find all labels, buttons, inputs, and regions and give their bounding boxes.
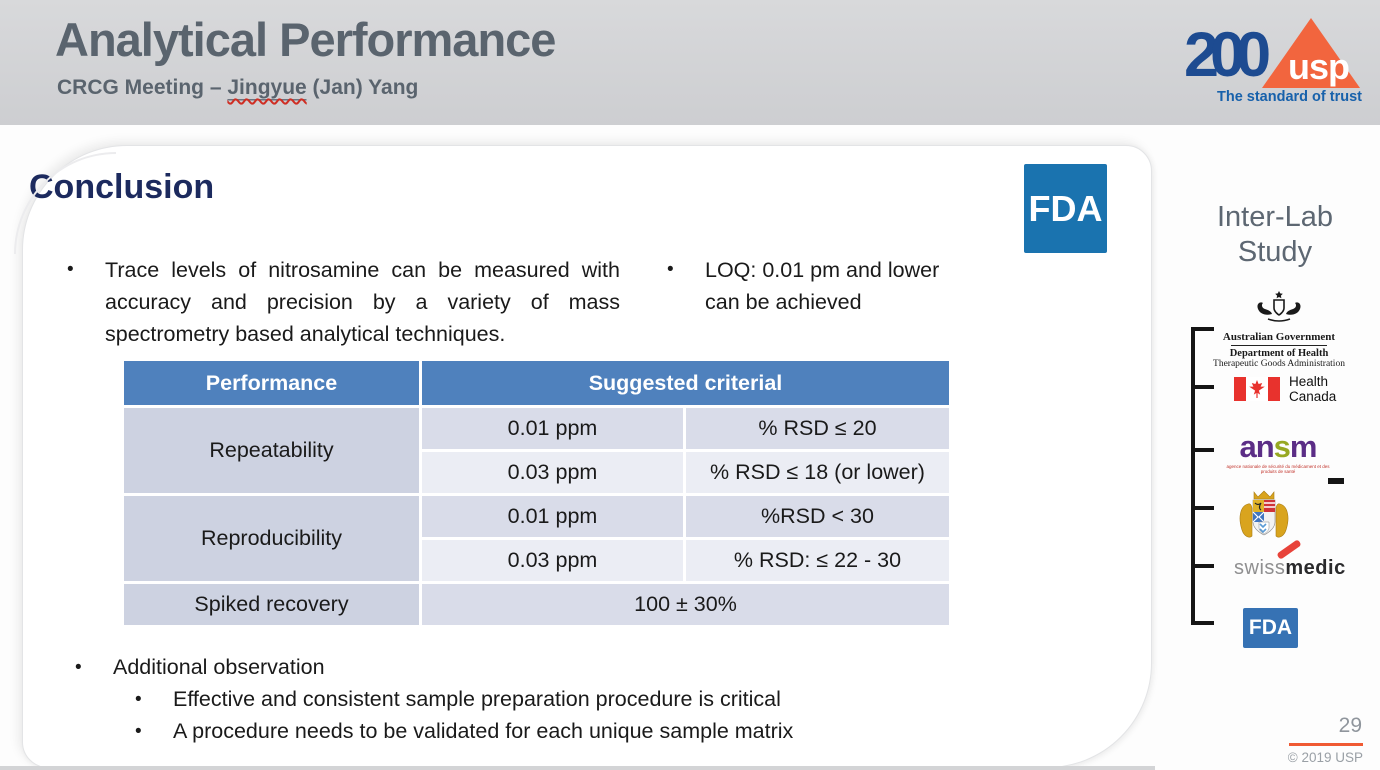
- subtitle-suffix: (Jan) Yang: [306, 76, 419, 99]
- row-label-reproducibility: Reproducibility: [121, 493, 422, 584]
- bullet-icon: •: [135, 721, 142, 742]
- table-row: 0.03 ppm % RSD: ≤ 22 - 30: [123, 537, 952, 584]
- usp-200-text: 200: [1184, 20, 1271, 90]
- sub-bullet-validation: • A procedure needs to be validated for …: [135, 716, 793, 748]
- tga-government-label: Australian Government: [1222, 331, 1336, 343]
- swissmedic-logo: swissmedic: [1234, 539, 1346, 580]
- ansm-letter-s: s: [1273, 429, 1291, 464]
- health-canada-logo: Health Canada: [1234, 374, 1336, 404]
- table-row: 0.03 ppm % RSD ≤ 18 (or lower): [123, 449, 952, 496]
- bullet-text: Additional observation: [113, 655, 325, 679]
- usp-tagline: The standard of trust: [1216, 89, 1362, 105]
- page-title: Analytical Performance: [55, 13, 556, 66]
- health-label: Health: [1289, 374, 1329, 389]
- bullet-icon: •: [135, 689, 142, 710]
- table-header-performance: Performance: [121, 358, 422, 408]
- fda-logo: FDA: [1024, 164, 1107, 253]
- additional-observation-block: • Additional observation • Effective and…: [75, 652, 793, 748]
- cell-value: 0.01 ppm: [419, 493, 686, 540]
- header-band: Analytical Performance CRCG Meeting – Ji…: [0, 0, 1380, 125]
- cell-value: % RSD ≤ 20: [683, 405, 952, 452]
- bracket-tick: [1191, 385, 1214, 389]
- subtitle-author-name: Jingyue: [227, 76, 307, 99]
- bullet-text: A procedure needs to be validated for ea…: [173, 719, 794, 743]
- swissmedic-medic: medic: [1285, 557, 1346, 579]
- row-label-spiked-recovery: Spiked recovery: [121, 581, 422, 628]
- tga-divider: [1231, 345, 1327, 346]
- bracket-tick: [1191, 506, 1214, 510]
- bracket-tick: [1191, 621, 1214, 625]
- health-canada-label: Health Canada: [1289, 374, 1336, 404]
- bavaria-crest-icon: [1239, 490, 1289, 538]
- bracket-line: [1191, 327, 1195, 625]
- performance-table: Performance Suggested criterial Repeatab…: [121, 358, 952, 628]
- table-row: Spiked recovery 100 ± 30%: [121, 581, 952, 628]
- tga-logo: Australian Government Department of Heal…: [1205, 290, 1353, 369]
- row-label-repeatability: Repeatability: [121, 405, 422, 496]
- cell-value: %RSD < 30: [683, 493, 952, 540]
- australian-crest-icon: [1257, 291, 1301, 322]
- tga-department-label: Department of Health: [1229, 348, 1329, 359]
- swissmedic-swiss: swiss: [1234, 557, 1286, 579]
- ansm-tagline: agence nationale de sécurité du médicame…: [1226, 464, 1330, 474]
- subtitle-prefix: CRCG Meeting –: [57, 76, 228, 99]
- content-card: Conclusion FDA • Trace levels of nitrosa…: [22, 145, 1152, 768]
- slide-bottom-edge: [0, 766, 1155, 770]
- bavaria-crest-logo: [1234, 486, 1294, 551]
- bracket-tick: [1191, 327, 1214, 331]
- usp-acronym: usp: [1287, 46, 1350, 87]
- ansm-letter-m: m: [1289, 429, 1318, 464]
- tga-administration-label: Therapeutic Goods Administration: [1213, 359, 1345, 369]
- ansm-letters-an: an: [1239, 429, 1274, 464]
- bullet-icon: •: [67, 259, 74, 280]
- ansm-wordmark: ansm: [1222, 429, 1334, 464]
- sub-bullet-sample-prep: • Effective and consistent sample prepar…: [135, 684, 793, 716]
- bullet-text: LOQ: 0.01 pm and lower can be achieved: [705, 258, 940, 314]
- section-heading: Conclusion: [29, 168, 215, 206]
- swissmedic-wordmark: swissmedic: [1234, 557, 1346, 580]
- bracket-tick: [1191, 448, 1214, 452]
- usp-200-logo: 200 usp The standard of trust: [1184, 18, 1362, 108]
- page-number: 29: [1338, 714, 1362, 737]
- cell-value: 100 ± 30%: [419, 581, 952, 628]
- cell-value: 0.03 ppm: [419, 449, 686, 496]
- fda-small-logo: FDA: [1243, 608, 1298, 648]
- ansm-logo: ansm agence nationale de sécurité du méd…: [1222, 429, 1334, 474]
- bracket-tick: [1191, 564, 1214, 568]
- cell-value: % RSD ≤ 18 (or lower): [683, 449, 952, 496]
- cell-value: 0.01 ppm: [419, 405, 686, 452]
- canada-label: Canada: [1289, 389, 1337, 404]
- bullet-icon: •: [667, 259, 674, 280]
- page-subtitle: CRCG Meeting – Jingyue (Jan) Yang: [57, 76, 418, 100]
- table-header-row: Performance Suggested criterial: [121, 358, 952, 408]
- table-row: Reproducibility 0.01 ppm %RSD < 30: [121, 493, 952, 584]
- cell-value: 0.03 ppm: [419, 537, 686, 584]
- footer-accent-line: [1289, 743, 1363, 746]
- interlab-study-title: Inter-Lab Study: [1216, 201, 1334, 268]
- table-header-criteria: Suggested criterial: [419, 358, 952, 408]
- copyright-text: © 2019 USP: [1287, 750, 1363, 765]
- bullet-additional-observation: • Additional observation: [75, 652, 793, 684]
- bullet-icon: •: [75, 657, 82, 678]
- bracket-dash: [1328, 478, 1344, 484]
- canada-flag-icon: [1234, 377, 1280, 401]
- bullet-text: Effective and consistent sample preparat…: [173, 687, 781, 711]
- table-row: Repeatability 0.01 ppm % RSD ≤ 20: [121, 405, 952, 496]
- bullet-text: Trace levels of nitrosamine can be measu…: [105, 258, 620, 346]
- bullet-trace-levels: • Trace levels of nitrosamine can be mea…: [67, 254, 627, 350]
- bullet-loq: • LOQ: 0.01 pm and lower can be achieved: [667, 254, 987, 318]
- cell-value: % RSD: ≤ 22 - 30: [683, 537, 952, 584]
